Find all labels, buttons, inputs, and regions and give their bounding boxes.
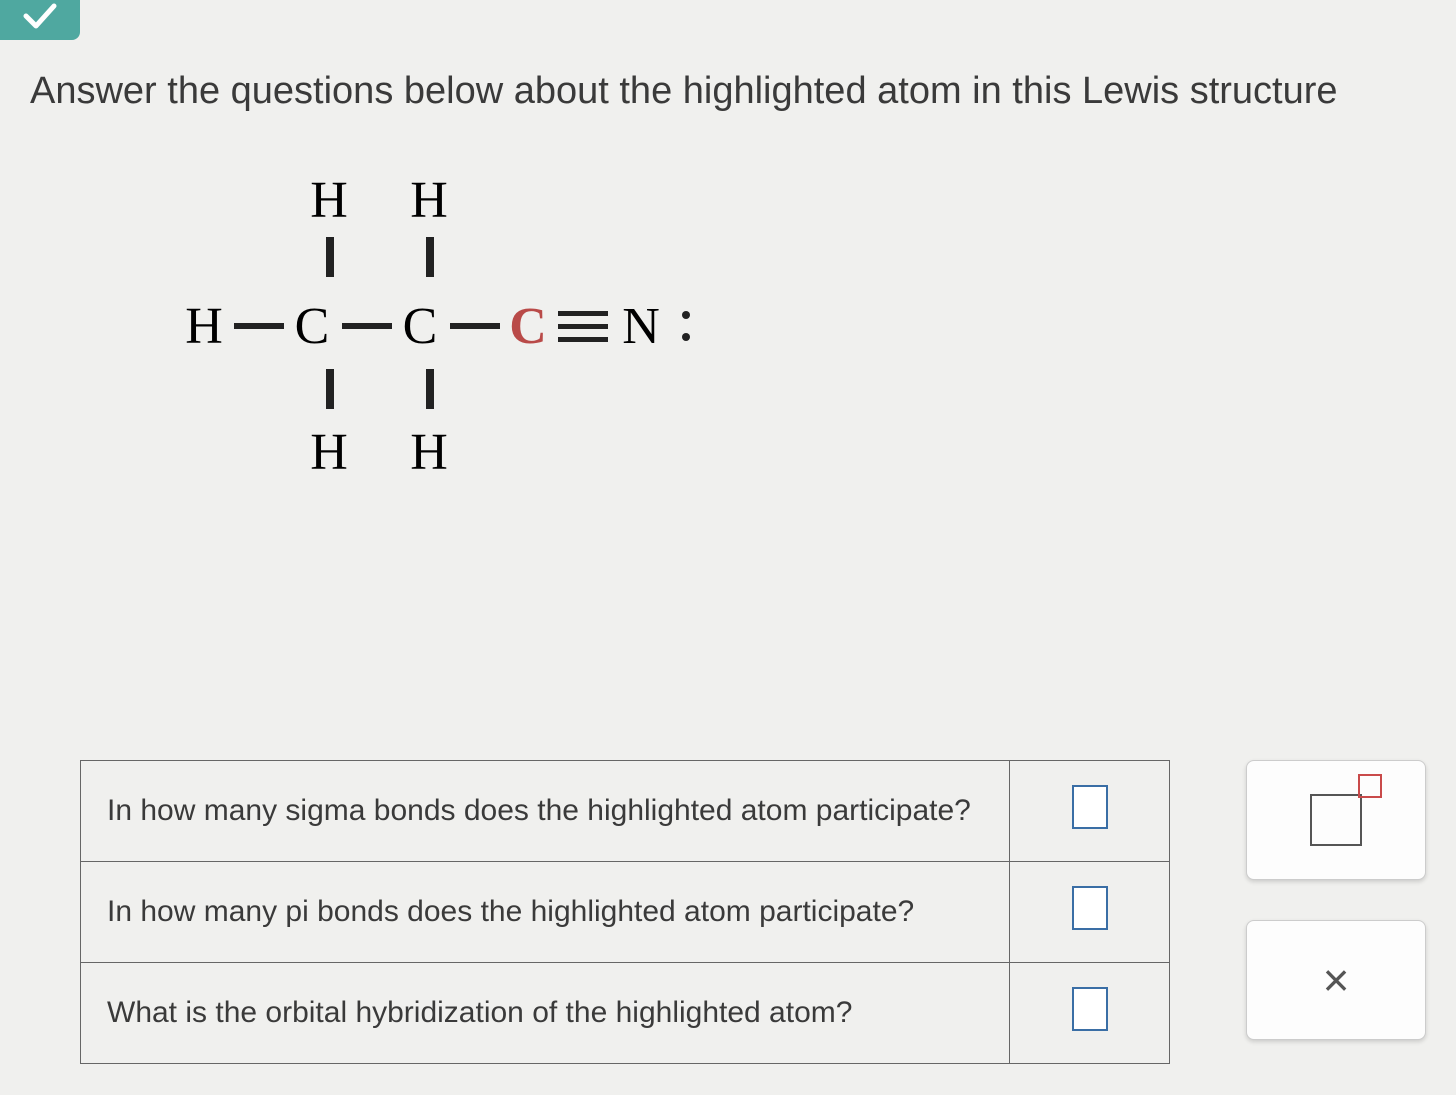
table-row: In how many sigma bonds does the highlig…	[81, 761, 1170, 862]
bond-horizontal	[450, 323, 500, 329]
table-row: What is the orbital hybridization of the…	[81, 963, 1170, 1064]
answer-input-sigma[interactable]	[1072, 785, 1108, 829]
question-sigma: In how many sigma bonds does the highlig…	[81, 761, 1010, 862]
superscript-button[interactable]	[1246, 760, 1426, 880]
bond-vertical	[426, 369, 434, 409]
close-icon: ×	[1323, 953, 1350, 1007]
question-hybridization: What is the orbital hybridization of the…	[81, 963, 1010, 1064]
question-pi: In how many pi bonds does the highlighte…	[81, 862, 1010, 963]
bond-horizontal	[234, 323, 284, 329]
atom-h-top-1: H	[280, 171, 380, 230]
atom-c-1: C	[288, 297, 338, 356]
bond-vertical	[326, 369, 334, 409]
atom-c-highlighted: C	[504, 297, 554, 356]
checkmark-badge	[0, 0, 80, 40]
table-row: In how many pi bonds does the highlighte…	[81, 862, 1170, 963]
clear-button[interactable]: ×	[1246, 920, 1426, 1040]
tool-panel: ×	[1236, 760, 1436, 1040]
superscript-box-icon	[1358, 774, 1382, 798]
box-icon	[1310, 794, 1362, 846]
bond-vertical	[426, 237, 434, 277]
answer-table: In how many sigma bonds does the highlig…	[80, 760, 1170, 1064]
bond-horizontal	[342, 323, 392, 329]
atom-h-bot-1: H	[280, 423, 380, 482]
check-icon	[22, 2, 58, 30]
question-prompt: Answer the questions below about the hig…	[30, 70, 1338, 113]
lone-pair	[682, 311, 690, 341]
bond-vertical	[326, 237, 334, 277]
atom-n: N	[612, 297, 672, 356]
atom-c-2: C	[396, 297, 446, 356]
atom-h-top-2: H	[380, 171, 480, 230]
bond-triple	[558, 311, 608, 342]
atom-h-bot-2: H	[380, 423, 480, 482]
answer-input-hybrid[interactable]	[1072, 987, 1108, 1031]
answer-input-pi[interactable]	[1072, 886, 1108, 930]
atom-h-left: H	[180, 297, 230, 356]
lewis-structure: H H H C C C N H H	[180, 170, 690, 482]
